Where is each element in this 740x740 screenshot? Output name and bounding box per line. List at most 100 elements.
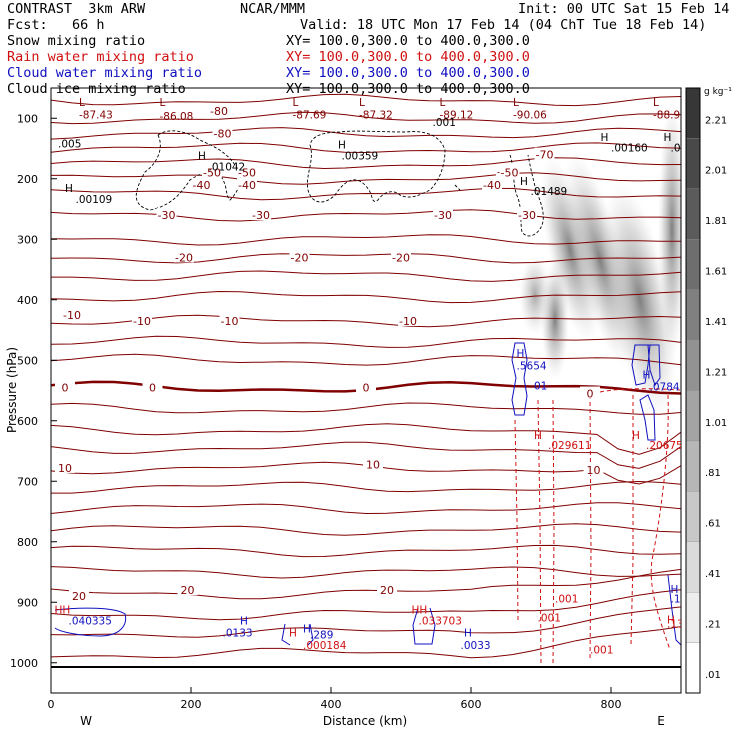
colorbar-level-label: .01 (705, 670, 721, 681)
isotherm-label: 0 (587, 388, 594, 401)
isotherm-label: -10 (399, 315, 417, 328)
isotherm-label-bg (174, 250, 194, 263)
extremum-label: H (338, 140, 346, 152)
y-tick-label: 500 (17, 354, 38, 367)
isotherm-label: -10 (63, 309, 81, 322)
west-end-label: W (80, 714, 92, 728)
isotherm-label-bg (433, 208, 453, 221)
extremum-label: L (79, 97, 85, 109)
isotherm-label: 20 (380, 584, 394, 597)
field-xsec-cloud-water: XY= 100.0,300.0 to 400.0,300.0 (286, 65, 530, 81)
isotherm-label-bg (209, 103, 229, 116)
isotherm-line (51, 568, 681, 600)
isotherm-label: 10 (58, 462, 72, 475)
colorbar-swatch (685, 592, 701, 643)
isotherm-label: -10 (221, 315, 239, 328)
isotherm-label-bg (191, 177, 212, 190)
isotherm-label-bg (219, 313, 240, 326)
extremum-label: .000184 (303, 640, 347, 652)
extremum-label: .0133 (223, 628, 253, 640)
y-tick-label: 600 (17, 415, 38, 428)
colorbar-level-label: 1.01 (705, 418, 727, 429)
extremum-label: .001 (555, 593, 578, 605)
extremum-label: -87.43 (79, 109, 113, 121)
extremum-label: H (664, 132, 672, 144)
isotherm-label-bg (534, 147, 555, 160)
isotherm-label: 0 (149, 381, 156, 394)
extremum-label: -87.69 (293, 109, 327, 121)
isotherm-label-bg (580, 386, 600, 399)
extremum-label: L (513, 97, 519, 109)
isotherm-label: -70 (536, 149, 554, 162)
extremum-label: H (632, 430, 640, 442)
colorbar-level-label: .21 (705, 619, 721, 630)
isotherm-line (51, 290, 681, 304)
isotherm-label: -50 (501, 167, 519, 180)
colorbar-level-label: 1.41 (705, 317, 727, 328)
isotherm-line (51, 335, 681, 348)
extremum-label: .001 (590, 645, 613, 657)
isotherm-label: -30 (252, 209, 270, 222)
isotherm-label: 0 (62, 381, 69, 394)
colorbar-level-label: .81 (705, 468, 721, 479)
isotherm-label: -20 (175, 251, 193, 264)
isotherm-label: -40 (483, 179, 501, 192)
isotherm-label-bg (55, 380, 75, 393)
model-title: CONTRAST 3km ARW (7, 1, 146, 17)
extremum-label: .040335 (69, 616, 112, 628)
y-tick-label: 100 (17, 112, 38, 125)
field-xsec-snow: XY= 100.0,300.0 to 400.0,300.0 (286, 33, 530, 49)
contour-labels: -80-80-70-50-50-40-40-40-50-50-30-30-30-… (55, 97, 688, 657)
extremum-label: .0784 (650, 382, 680, 394)
colorbar-level-label: 1.81 (705, 216, 727, 227)
extremum-label: -86.08 (160, 111, 194, 123)
isotherm-line (51, 402, 681, 415)
isotherm-line (51, 187, 681, 201)
extremum-label: .033703 (419, 616, 462, 628)
isotherm-line (51, 502, 681, 515)
isotherm-label-bg (142, 380, 163, 393)
extremum-label: H (601, 132, 609, 144)
y-tick-label: 1000 (10, 657, 38, 670)
center-title: NCAR/MMM (240, 1, 306, 17)
extremum-label: .01042 (209, 161, 246, 173)
isotherm-label-bg (398, 313, 418, 326)
colorbar-swatch (685, 541, 701, 593)
extremum-label: L (359, 97, 365, 109)
colorbar-swatch (685, 239, 701, 290)
extremum-label: H (643, 369, 651, 381)
extremum-label: H (517, 348, 525, 360)
isotherm-line (51, 626, 681, 659)
extremum-label: .00109 (76, 194, 113, 206)
isotherm-label-bg (583, 462, 604, 475)
extremum-label: .005 (58, 138, 81, 150)
extremum-label: H (520, 176, 528, 188)
x-tick-label: 400 (321, 698, 342, 711)
isotherm-label-bg (156, 208, 177, 221)
colorbar-frame (685, 87, 701, 694)
isotherm-line (51, 480, 681, 494)
colorbar-swatch (685, 339, 701, 391)
plot-frame (50, 87, 682, 694)
isotherm-line (51, 544, 681, 558)
colorbar-swatch (685, 87, 701, 139)
isotherm-label-bg (251, 208, 271, 221)
x-tick-label: 200 (181, 698, 202, 711)
colorbar-swatch (685, 642, 701, 694)
east-end-label: E (657, 714, 665, 728)
isotherm-line (51, 314, 681, 328)
extremum-label: .13 (671, 593, 688, 605)
isotherm-line (51, 423, 681, 455)
isotherm-line (51, 93, 681, 107)
isotherm-label-bg (55, 460, 75, 473)
colorbar-unit: g kg⁻¹ (704, 87, 732, 97)
extremum-label: H (534, 430, 542, 442)
colorbar-level-label: .61 (705, 519, 721, 530)
isotherm-line (51, 566, 681, 579)
extremum-label: -89.12 (440, 109, 474, 121)
colorbar-swatch (685, 390, 701, 442)
isotherm-label-bg (391, 250, 411, 263)
isotherm-label-bg (237, 177, 257, 190)
x-tick-label: 600 (461, 698, 482, 711)
